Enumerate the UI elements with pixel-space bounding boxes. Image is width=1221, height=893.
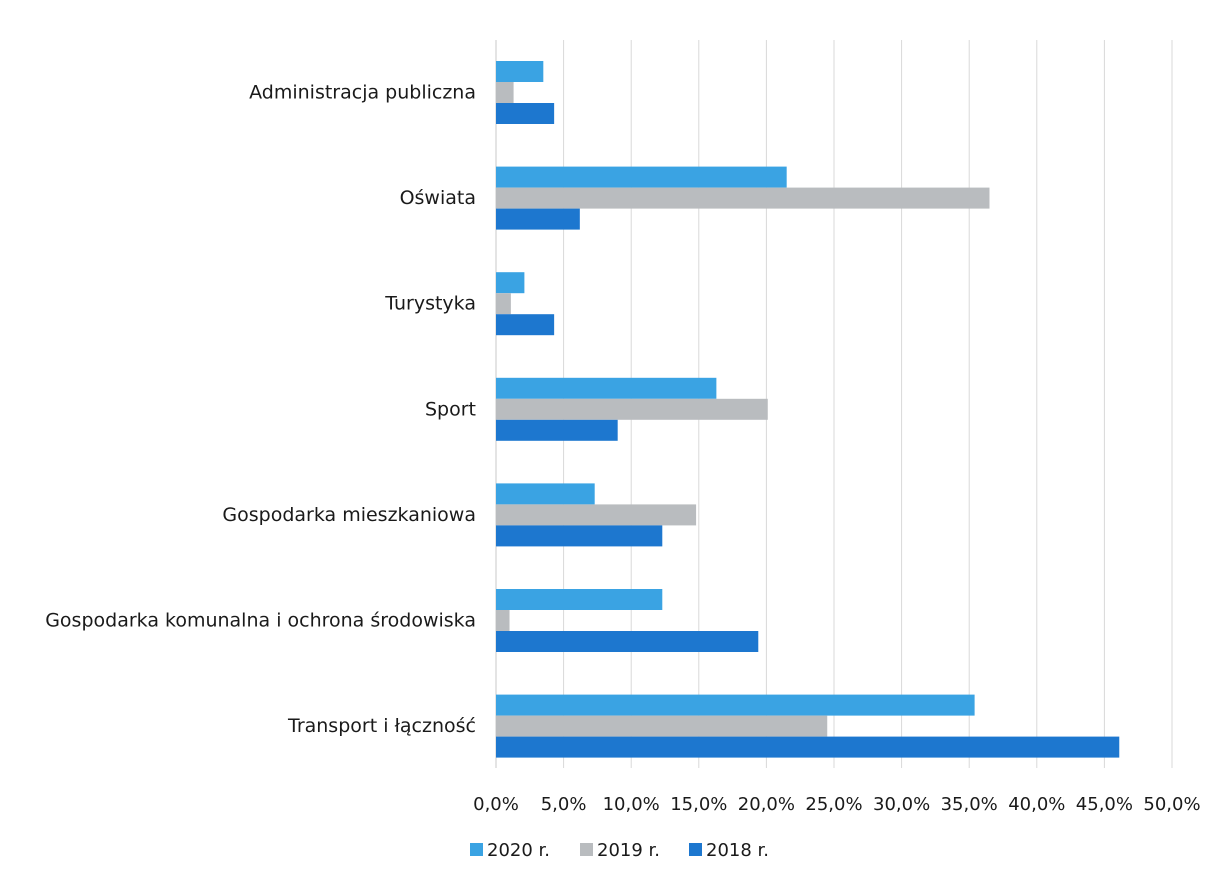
x-tick-label: 30,0% bbox=[873, 794, 930, 815]
gridlines bbox=[563, 40, 1173, 768]
bar-2020-r bbox=[496, 377, 717, 399]
legend-swatch bbox=[580, 843, 593, 856]
bar-2020-r bbox=[496, 272, 525, 294]
category-label: Gospodarka komunalna i ochrona środowisk… bbox=[45, 610, 476, 632]
bar-2018-r bbox=[496, 208, 580, 230]
bar-2018-r bbox=[496, 736, 1120, 758]
bar-2018-r bbox=[496, 419, 618, 441]
x-tick-label: 35,0% bbox=[941, 794, 998, 815]
category-label: Sport bbox=[425, 398, 476, 420]
bar-2019-r bbox=[496, 610, 510, 631]
legend-label: 2020 r. bbox=[487, 840, 550, 861]
legend-label: 2019 r. bbox=[597, 840, 660, 861]
bar-2018-r bbox=[496, 314, 555, 336]
x-tick-label: 10,0% bbox=[603, 794, 660, 815]
bar-2019-r bbox=[496, 715, 828, 737]
x-tick-label: 45,0% bbox=[1076, 794, 1133, 815]
bar-2020-r bbox=[496, 694, 975, 716]
bar-2018-r bbox=[496, 631, 759, 652]
bar-2019-r bbox=[496, 82, 514, 103]
x-tick-label: 0,0% bbox=[473, 794, 519, 815]
bar-2018-r bbox=[496, 525, 663, 547]
legend: 2020 r. 2019 r. 2018 r. bbox=[470, 840, 769, 861]
x-tick-label: 20,0% bbox=[738, 794, 795, 815]
labels: 0,0% 5,0% 10,0% 15,0% 20,0% 25,0% 30,0% 35,0% 40… bbox=[45, 82, 1200, 816]
category-label: Oświata bbox=[400, 187, 476, 209]
legend-swatch bbox=[470, 843, 483, 856]
category-label: Administracja publiczna bbox=[249, 82, 476, 104]
bar-2019-r bbox=[496, 398, 768, 420]
bar-2020-r bbox=[496, 589, 663, 610]
bar-2018-r bbox=[496, 103, 555, 124]
bar-2020-r bbox=[496, 166, 787, 188]
bar-2020-r bbox=[496, 61, 544, 82]
bar-2019-r bbox=[496, 293, 511, 315]
legend-swatch bbox=[689, 843, 702, 856]
legend-label: 2018 r. bbox=[706, 840, 769, 861]
category-label: Turystyka bbox=[384, 293, 476, 315]
x-tick-label: 25,0% bbox=[805, 794, 862, 815]
x-tick-label: 15,0% bbox=[670, 794, 727, 815]
category-label: Gospodarka mieszkaniowa bbox=[222, 504, 476, 526]
bar-2020-r bbox=[496, 483, 595, 505]
x-tick-label: 5,0% bbox=[541, 794, 587, 815]
x-tick-label: 50,0% bbox=[1143, 794, 1200, 815]
bar-2019-r bbox=[496, 187, 990, 209]
bars bbox=[496, 61, 1120, 758]
category-label: Transport i łączność bbox=[287, 715, 476, 737]
x-tick-label: 40,0% bbox=[1008, 794, 1065, 815]
bar-2019-r bbox=[496, 504, 697, 526]
